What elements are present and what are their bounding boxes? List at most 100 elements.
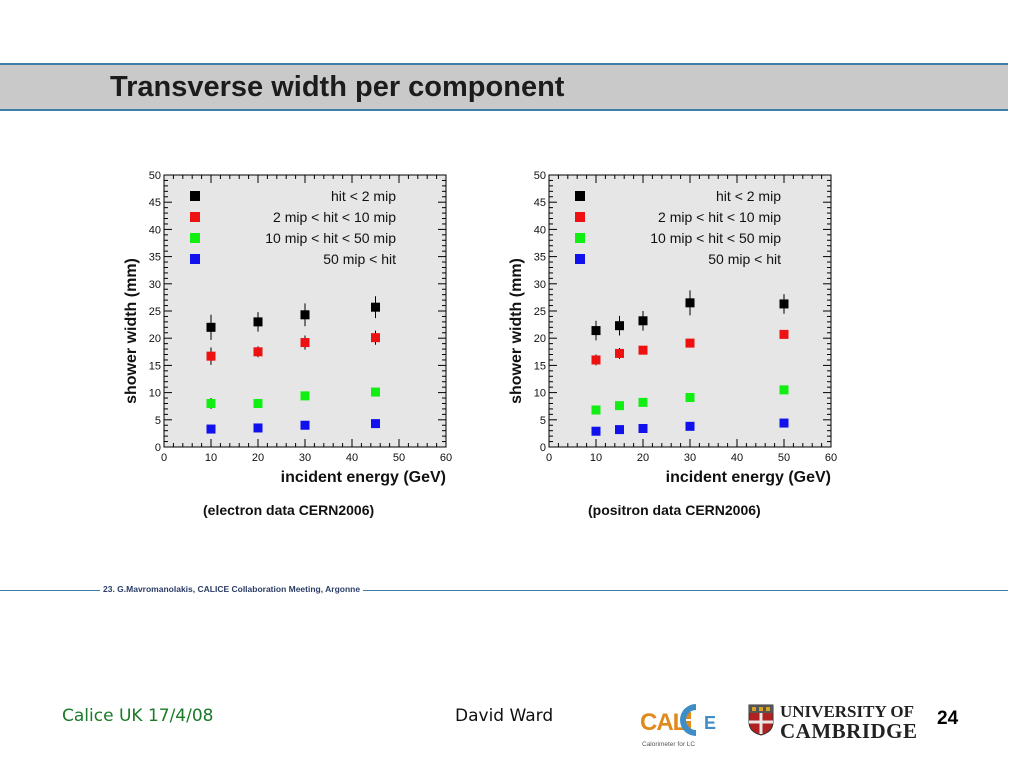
legend-marker xyxy=(575,191,585,201)
data-point xyxy=(779,329,789,339)
y-tick-label: 10 xyxy=(149,388,161,400)
data-point xyxy=(615,425,624,435)
x-tick-label: 0 xyxy=(546,452,552,464)
legend-marker xyxy=(190,254,200,264)
university-name-line2: CAMBRIDGE xyxy=(780,719,918,743)
calice-logo: CAL E Calorimeter for LC xyxy=(640,704,716,748)
data-point xyxy=(685,338,695,348)
data-point xyxy=(591,405,601,415)
legend-label: 10 mip < hit < 50 mip xyxy=(265,230,396,246)
calice-logo-subtext: Calorimeter for LC xyxy=(642,741,695,748)
footer-date: Calice UK 17/4/08 xyxy=(62,706,214,726)
data-point xyxy=(638,397,648,407)
legend-label: 2 mip < hit < 10 mip xyxy=(273,209,396,225)
data-point xyxy=(206,351,216,361)
legend-marker xyxy=(190,233,200,243)
y-tick-label: 40 xyxy=(534,224,546,236)
y-tick-label: 25 xyxy=(534,306,546,318)
legend-marker xyxy=(575,233,585,243)
y-tick-label: 50 xyxy=(534,170,546,182)
data-point xyxy=(591,355,601,365)
x-tick-label: 60 xyxy=(440,452,452,464)
data-point xyxy=(371,419,380,429)
y-axis-label: shower width (mm) xyxy=(508,258,525,404)
y-tick-label: 15 xyxy=(534,360,546,372)
svg-text:CAL: CAL xyxy=(640,709,687,736)
y-tick-label: 50 xyxy=(149,170,161,182)
y-tick-label: 20 xyxy=(534,333,546,345)
x-tick-label: 30 xyxy=(684,452,696,464)
x-axis-label: incident energy (GeV) xyxy=(281,469,446,486)
data-point xyxy=(779,385,789,395)
legend-marker xyxy=(190,191,200,201)
electron-chart-caption: (electron data CERN2006) xyxy=(203,502,375,518)
y-tick-label: 35 xyxy=(149,252,161,264)
legend-marker xyxy=(190,212,200,222)
x-tick-label: 50 xyxy=(393,452,405,464)
data-point xyxy=(779,299,789,309)
legend-marker xyxy=(575,212,585,222)
x-axis-label: incident energy (GeV) xyxy=(666,469,831,486)
y-tick-label: 10 xyxy=(534,388,546,400)
y-tick-label: 35 xyxy=(534,252,546,264)
data-point xyxy=(638,345,648,355)
data-point xyxy=(253,398,263,408)
y-tick-label: 30 xyxy=(149,279,161,291)
y-tick-label: 20 xyxy=(149,333,161,345)
data-point xyxy=(779,418,789,428)
data-point xyxy=(253,317,263,327)
data-point xyxy=(371,302,380,312)
title-band: Transverse width per component xyxy=(0,63,1008,111)
data-point xyxy=(685,392,695,402)
data-point xyxy=(638,424,648,434)
data-point xyxy=(591,326,601,336)
data-point xyxy=(300,338,310,348)
y-tick-label: 15 xyxy=(149,360,161,372)
data-point xyxy=(615,348,624,358)
x-tick-label: 20 xyxy=(637,452,649,464)
x-tick-label: 10 xyxy=(205,452,217,464)
data-point xyxy=(685,421,695,431)
y-tick-label: 5 xyxy=(155,415,161,427)
data-point xyxy=(371,333,380,343)
legend-label: 50 mip < hit xyxy=(708,251,781,267)
legend-label: hit < 2 mip xyxy=(331,188,396,204)
data-point xyxy=(615,401,624,411)
positron-chart-caption: (positron data CERN2006) xyxy=(588,502,761,518)
data-point xyxy=(206,424,216,434)
data-point xyxy=(300,420,310,430)
data-point xyxy=(685,298,695,308)
y-tick-label: 45 xyxy=(149,197,161,209)
data-point xyxy=(253,347,263,357)
positron-width-chart: 0 5 10 15 20 25 30 35 40 45 50 0 10 20 30 40 50 60 inciden… xyxy=(508,170,837,486)
y-axis-label: shower width (mm) xyxy=(123,258,140,404)
x-tick-label: 40 xyxy=(346,452,358,464)
credit-text: 23. G.Mavromanolakis, CALICE Collaborati… xyxy=(100,582,364,596)
x-tick-label: 20 xyxy=(252,452,264,464)
legend-label: 2 mip < hit < 10 mip xyxy=(658,209,781,225)
data-point xyxy=(206,398,216,408)
y-tick-label: 0 xyxy=(155,442,161,454)
y-tick-label: 30 xyxy=(534,279,546,291)
legend-label: hit < 2 mip xyxy=(716,188,781,204)
data-point xyxy=(206,322,216,332)
credit-rule xyxy=(0,590,1008,591)
data-point xyxy=(300,391,310,401)
y-tick-label: 5 xyxy=(540,415,546,427)
x-tick-label: 40 xyxy=(731,452,743,464)
slide-title: Transverse width per component xyxy=(110,71,565,103)
x-tick-label: 50 xyxy=(778,452,790,464)
data-point xyxy=(615,321,624,331)
data-point xyxy=(371,387,380,397)
legend-marker xyxy=(575,254,585,264)
y-tick-label: 25 xyxy=(149,306,161,318)
data-point xyxy=(253,423,263,433)
cambridge-crest-icon xyxy=(748,704,774,736)
footer-author: David Ward xyxy=(455,706,554,726)
data-point xyxy=(591,426,601,436)
y-tick-label: 45 xyxy=(534,197,546,209)
x-tick-label: 30 xyxy=(299,452,311,464)
x-tick-label: 0 xyxy=(161,452,167,464)
legend-label: 10 mip < hit < 50 mip xyxy=(650,230,781,246)
x-tick-label: 60 xyxy=(825,452,837,464)
